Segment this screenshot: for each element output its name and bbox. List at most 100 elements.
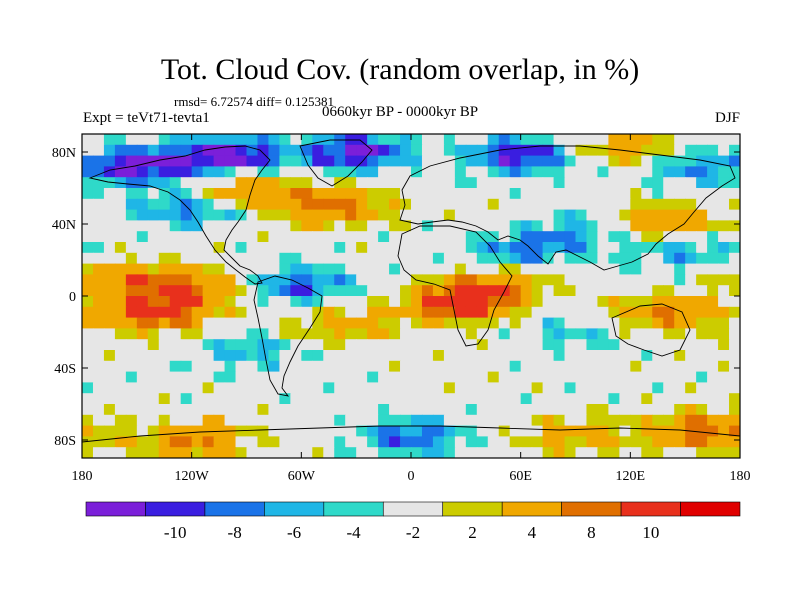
heatmap-cell: [652, 177, 664, 189]
heatmap-cell: [432, 339, 445, 351]
heatmap-cell: [114, 155, 127, 167]
heatmap-cell: [718, 177, 730, 189]
heatmap-cell: [411, 155, 423, 167]
heatmap-cell: [652, 447, 664, 458]
heatmap-cell: [158, 134, 171, 146]
heatmap-cell: [432, 242, 445, 254]
heatmap-cell: [553, 198, 566, 211]
heatmap-cell: [180, 447, 193, 458]
heatmap-cell: [553, 382, 566, 394]
heatmap-cell: [718, 155, 730, 167]
heatmap-cell: [729, 393, 740, 405]
heatmap-cell: [608, 339, 620, 351]
heatmap-cell: [389, 382, 401, 394]
heatmap-cell: [465, 317, 478, 329]
heatmap-cell: [389, 274, 401, 286]
heatmap-cell: [389, 404, 401, 416]
heatmap-cell: [575, 436, 588, 448]
heatmap-cell: [82, 209, 94, 221]
heatmap-cell: [191, 177, 204, 189]
heatmap-cell: [114, 220, 127, 232]
heatmap-cell: [443, 177, 456, 189]
heatmap-cell: [224, 404, 237, 416]
heatmap-cell: [136, 263, 149, 275]
heatmap-cell: [235, 274, 248, 286]
heatmap-cell: [520, 188, 533, 200]
heatmap-cell: [103, 425, 116, 437]
heatmap-cell: [586, 382, 599, 394]
heatmap-cell: [553, 252, 566, 265]
heatmap-cell: [487, 155, 500, 167]
heatmap-cell: [685, 447, 697, 458]
heatmap-cell: [597, 188, 609, 200]
heatmap-cell: [641, 209, 653, 221]
heatmap-cell: [290, 231, 302, 243]
heatmap-cell: [82, 252, 94, 265]
heatmap-cell: [630, 425, 642, 437]
heatmap-cell: [411, 209, 423, 221]
heatmap-cell: [202, 393, 215, 405]
heatmap-cell: [103, 350, 116, 362]
heatmap-cell: [564, 436, 577, 448]
heatmap-cell: [707, 447, 719, 458]
heatmap-cell: [707, 209, 719, 221]
heatmap-cell: [652, 209, 664, 221]
heatmap-cell: [597, 252, 609, 265]
heatmap-cell: [674, 371, 686, 383]
lat-tick-label: 0: [69, 290, 76, 305]
heatmap-cell: [82, 317, 94, 329]
heatmap-cell: [476, 414, 489, 427]
heatmap-cell: [125, 317, 138, 329]
heatmap-cell: [718, 382, 730, 394]
colorbar-swatch: [680, 501, 741, 517]
heatmap-cell: [246, 425, 259, 437]
heatmap-cell: [443, 306, 456, 319]
period-label: 0660kyr BP - 0000kyr BP: [322, 104, 479, 120]
heatmap-cell: [213, 339, 226, 351]
heatmap-cell: [531, 339, 544, 351]
heatmap-cell: [564, 144, 577, 157]
heatmap-cell: [707, 328, 719, 340]
heatmap-cell: [268, 166, 280, 178]
heatmap-cell: [191, 447, 204, 458]
heatmap-cell: [553, 414, 566, 427]
heatmap-cell: [487, 263, 500, 275]
heatmap-cell: [279, 209, 291, 221]
heatmap-cell: [82, 274, 94, 286]
heatmap-cell: [619, 447, 631, 458]
heatmap-cell: [191, 404, 204, 416]
heatmap-cell: [82, 425, 94, 437]
heatmap-cell: [323, 306, 335, 319]
heatmap-cell: [378, 155, 390, 167]
heatmap-cell: [279, 155, 291, 167]
heatmap-cell: [411, 328, 423, 340]
heatmap-cell: [279, 382, 291, 394]
heatmap-cell: [597, 209, 609, 221]
heatmap-cell: [663, 198, 675, 211]
heatmap-cell: [290, 188, 302, 200]
heatmap-cell: [367, 263, 379, 275]
heatmap-cell: [224, 328, 237, 340]
heatmap-cell: [334, 328, 346, 340]
heatmap-cell: [608, 242, 620, 254]
heatmap-cell: [707, 371, 719, 383]
heatmap-cell: [136, 306, 149, 319]
heatmap-cell: [158, 360, 171, 373]
heatmap-cell: [542, 436, 555, 448]
heatmap-cell: [312, 339, 324, 351]
heatmap-cell: [718, 317, 730, 329]
heatmap-cell: [323, 263, 335, 275]
heatmap-cell: [619, 339, 631, 351]
heatmap-cell: [224, 231, 237, 243]
heatmap-cell: [454, 155, 467, 167]
heatmap-cell: [323, 339, 335, 351]
heatmap-cell: [312, 306, 324, 319]
heatmap-cell: [103, 339, 116, 351]
heatmap-cell: [630, 155, 642, 167]
heatmap-cell: [367, 371, 379, 383]
heatmap-cell: [586, 274, 599, 286]
heatmap-cell: [531, 209, 544, 221]
heatmap-cell: [268, 285, 280, 297]
heatmap-cell: [553, 166, 566, 178]
heatmap-cell: [114, 382, 127, 394]
